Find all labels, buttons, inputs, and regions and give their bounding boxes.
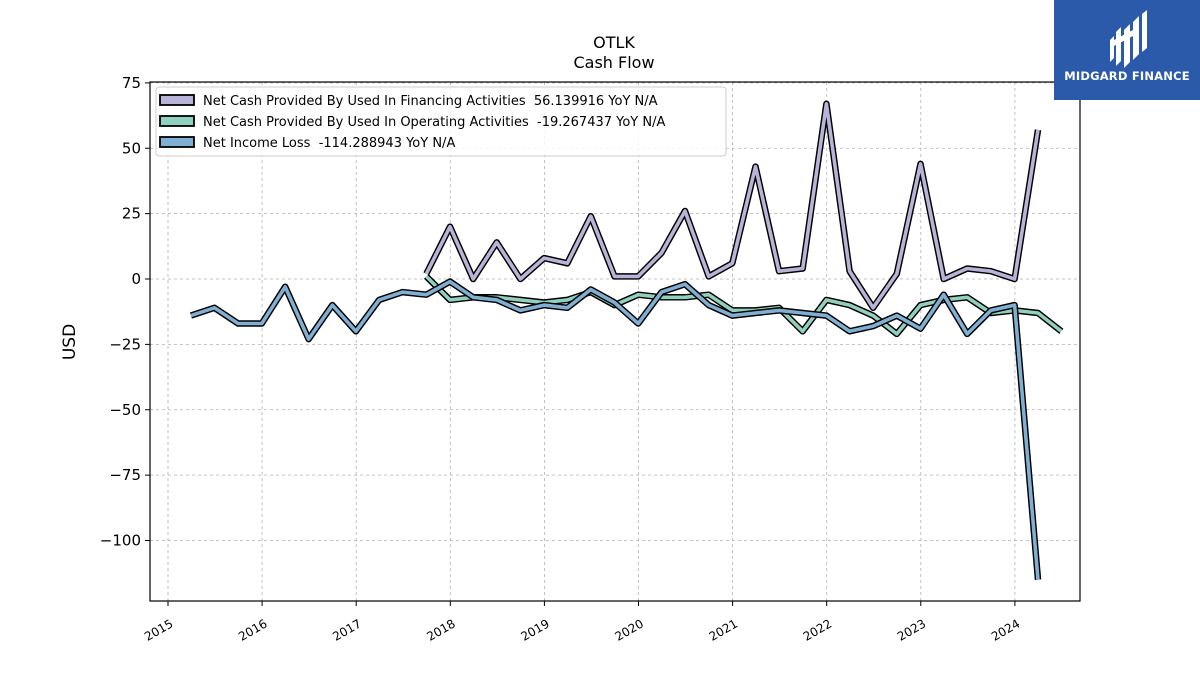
- y-tick-label: −100: [100, 532, 141, 550]
- x-tick-label: 2017: [330, 616, 363, 643]
- x-tick-label: 2015: [142, 616, 175, 643]
- chart-title: OTLK: [593, 33, 635, 52]
- plot-area-frame: [149, 81, 1081, 602]
- legend-swatch: [159, 115, 195, 127]
- x-tick-label: 2021: [707, 616, 740, 643]
- x-tick-label: 2023: [895, 616, 928, 643]
- y-tick-label: −75: [109, 466, 141, 484]
- x-tick-label: 2018: [424, 616, 457, 643]
- series-line: [425, 275, 1063, 336]
- x-tick-label: 2019: [518, 616, 551, 643]
- legend-label: Net Cash Provided By Used In Financing A…: [203, 94, 658, 109]
- logo-mark-icon: [1110, 10, 1147, 68]
- x-tick-label: 2016: [236, 616, 269, 643]
- series-line: [190, 279, 1040, 580]
- y-tick-label: −50: [109, 401, 141, 419]
- series-line-outline: [424, 274, 1064, 338]
- legend-swatch: [159, 136, 195, 148]
- y-axis-label: USD: [60, 324, 80, 360]
- plot-series: [189, 100, 1064, 580]
- x-axis-ticks: 2015 2016 2017 2018 2019 2020 2021 2022 2023 2024: [142, 601, 1022, 644]
- y-tick-label: 50: [122, 139, 141, 157]
- y-tick-label: 25: [122, 205, 141, 223]
- y-tick-label: 75: [122, 74, 141, 92]
- x-tick-label: 2022: [801, 616, 834, 643]
- x-tick-label: 2020: [613, 616, 646, 643]
- y-tick-label: −25: [109, 335, 141, 353]
- grid-lines: [150, 82, 1080, 601]
- logo-text: MIDGARD FINANCE: [1064, 69, 1190, 83]
- legend-box: [155, 86, 727, 157]
- legend: Net Cash Provided By Used In Financing A…: [155, 86, 727, 157]
- brand-logo: MIDGARD FINANCE: [1054, 0, 1200, 100]
- chart-subtitle: Cash Flow: [573, 53, 654, 72]
- legend-label: Net Cash Provided By Used In Operating A…: [203, 115, 665, 130]
- legend-label: Net Income Loss -114.288943 YoY N/A: [203, 136, 455, 151]
- y-tick-label: 0: [131, 270, 141, 288]
- legend-swatch: [159, 94, 195, 106]
- y-axis-ticks: 75 50 25 0 −25 −50 −75 −100: [100, 74, 150, 550]
- x-tick-label: 2024: [989, 616, 1022, 643]
- series-line: [424, 102, 1040, 310]
